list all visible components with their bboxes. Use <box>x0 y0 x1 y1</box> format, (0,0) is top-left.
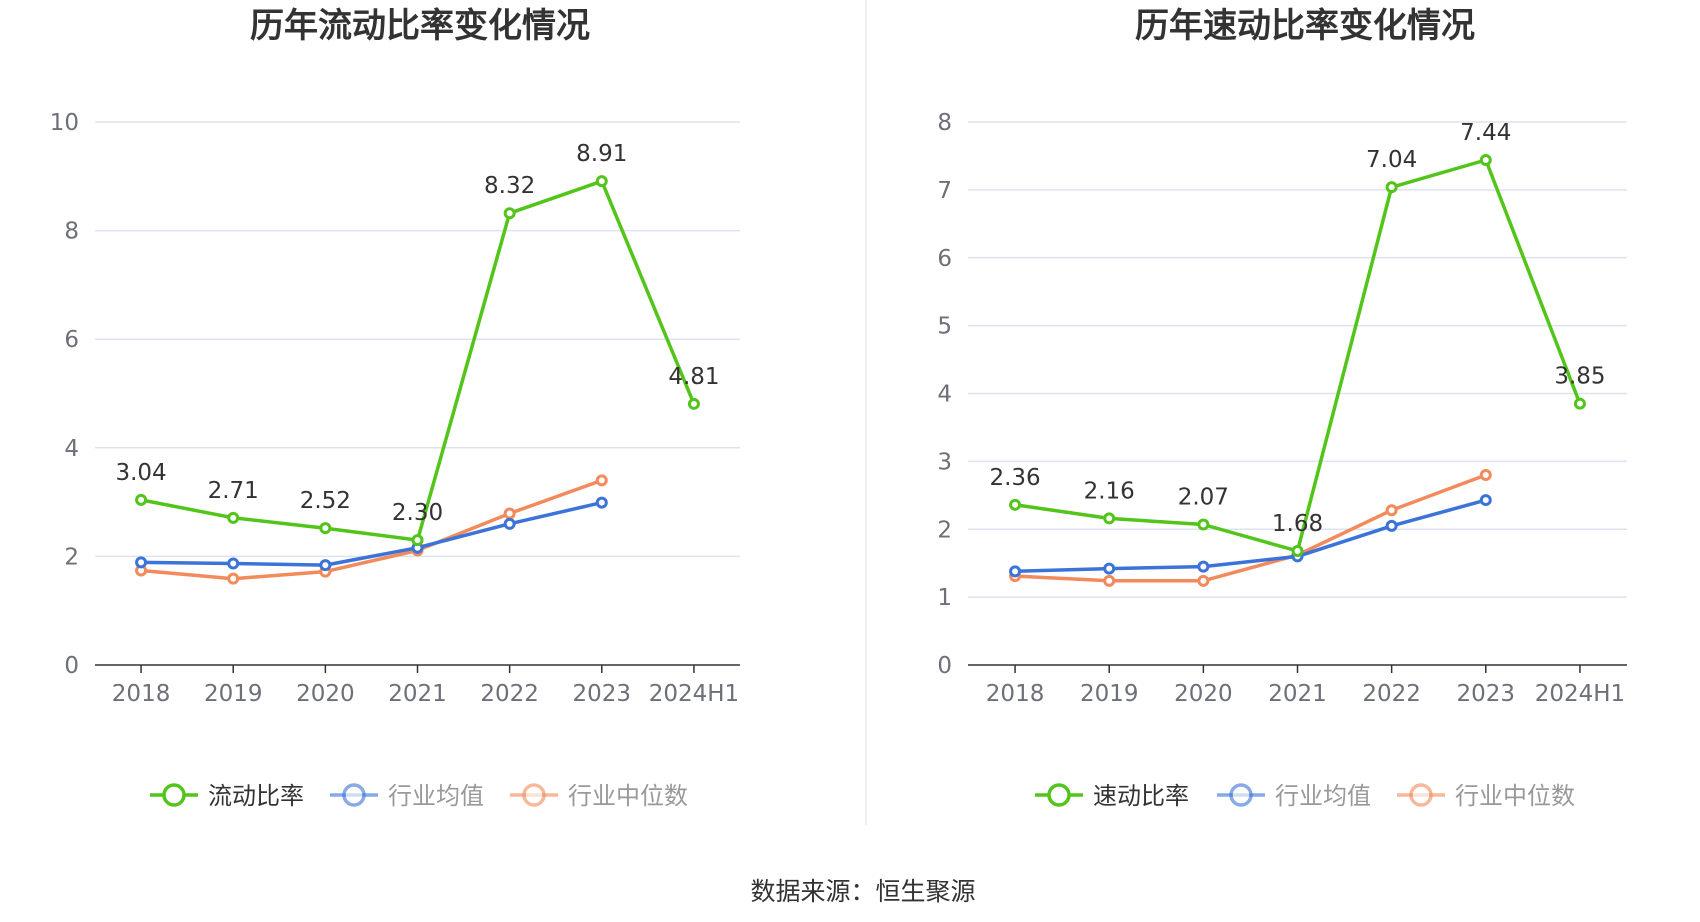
y-tick-label: 8 <box>937 110 952 136</box>
legend-marker-icon <box>1409 783 1433 807</box>
data-point <box>1479 494 1492 507</box>
x-tick-label: 2021 <box>388 681 447 707</box>
data-label: 2.52 <box>300 488 351 514</box>
data-point <box>1479 154 1492 167</box>
x-tick-label: 2020 <box>1174 681 1233 707</box>
legend-label: 行业均值 <box>388 782 484 810</box>
x-tick-label: 2022 <box>480 681 539 707</box>
data-label: 2.07 <box>1178 484 1229 510</box>
data-point <box>503 507 516 520</box>
data-point <box>595 474 608 487</box>
data-label: 7.44 <box>1460 120 1511 146</box>
y-tick-label: 4 <box>937 382 952 408</box>
data-point <box>1197 518 1210 531</box>
legend-marker-icon <box>1229 783 1253 807</box>
x-tick-label: 2019 <box>1080 681 1139 707</box>
data-point <box>135 493 148 506</box>
y-tick-label: 0 <box>937 653 952 679</box>
data-point <box>227 557 240 570</box>
y-tick-label: 7 <box>937 178 952 204</box>
data-label: 1.68 <box>1272 511 1323 537</box>
y-tick-label: 5 <box>937 314 952 340</box>
x-tick-label: 2021 <box>1268 681 1327 707</box>
series-line <box>141 500 603 567</box>
legend-label: 行业中位数 <box>568 782 688 810</box>
data-point <box>595 175 608 188</box>
data-point <box>503 517 516 530</box>
data-source-label: 数据来源：恒生聚源 <box>750 877 975 906</box>
x-tick-label: 2018 <box>986 681 1045 707</box>
x-tick-label: 2023 <box>1457 681 1516 707</box>
data-point <box>1009 498 1022 511</box>
data-label: 8.32 <box>484 173 535 199</box>
y-tick-label: 4 <box>64 436 79 462</box>
data-point <box>319 559 332 572</box>
series-line <box>140 478 603 581</box>
data-point <box>1573 397 1586 410</box>
data-label: 2.71 <box>208 478 259 504</box>
data-point <box>595 496 608 509</box>
data-label: 4.81 <box>668 364 719 390</box>
chart-title: 历年速动比率变化情况 <box>1135 6 1475 46</box>
chart-title: 历年流动比率变化情况 <box>250 6 590 46</box>
data-point <box>1103 574 1116 587</box>
data-point <box>135 556 148 569</box>
data-point <box>1103 512 1116 525</box>
data-label: 2.16 <box>1084 478 1135 504</box>
y-tick-label: 3 <box>937 449 952 475</box>
data-label: 7.04 <box>1366 147 1417 173</box>
data-point <box>227 511 240 524</box>
y-tick-label: 6 <box>937 246 952 272</box>
data-label: 3.85 <box>1554 364 1605 390</box>
series-line <box>1015 498 1487 574</box>
data-point <box>1103 562 1116 575</box>
legend-marker-icon <box>342 783 366 807</box>
data-point <box>1291 544 1304 557</box>
y-tick-label: 10 <box>50 110 79 136</box>
data-point <box>1385 504 1398 517</box>
series-line <box>1015 473 1487 583</box>
legend-marker-icon <box>1047 783 1071 807</box>
legend-label: 流动比率 <box>208 782 304 810</box>
legend-label: 行业中位数 <box>1455 782 1575 810</box>
x-tick-label: 2024H1 <box>1535 681 1625 707</box>
y-tick-label: 8 <box>64 219 79 245</box>
legend-label: 行业均值 <box>1275 782 1371 810</box>
legend-marker-icon <box>522 783 546 807</box>
data-label: 2.36 <box>989 465 1040 491</box>
data-point <box>319 522 332 535</box>
x-tick-label: 2019 <box>204 681 263 707</box>
y-tick-label: 2 <box>937 517 952 543</box>
data-label: 3.04 <box>115 460 166 486</box>
data-point <box>1479 468 1492 481</box>
data-point <box>227 572 240 585</box>
x-tick-label: 2022 <box>1362 681 1421 707</box>
data-point <box>411 534 424 547</box>
data-point <box>1197 574 1210 587</box>
data-label: 2.30 <box>392 500 443 526</box>
data-point <box>1197 560 1210 573</box>
y-tick-label: 1 <box>937 585 952 611</box>
y-tick-label: 2 <box>64 544 79 570</box>
legend-marker-icon <box>162 783 186 807</box>
data-point <box>687 397 700 410</box>
y-tick-label: 0 <box>64 653 79 679</box>
data-point <box>1385 181 1398 194</box>
data-label: 8.91 <box>576 141 627 167</box>
legend-label: 速动比率 <box>1093 782 1189 810</box>
data-point <box>503 207 516 220</box>
data-point <box>1009 565 1022 578</box>
x-tick-label: 2018 <box>112 681 171 707</box>
x-tick-label: 2020 <box>296 681 355 707</box>
y-tick-label: 6 <box>64 327 79 353</box>
x-tick-label: 2023 <box>573 681 632 707</box>
data-point <box>1385 519 1398 532</box>
x-tick-label: 2024H1 <box>649 681 739 707</box>
